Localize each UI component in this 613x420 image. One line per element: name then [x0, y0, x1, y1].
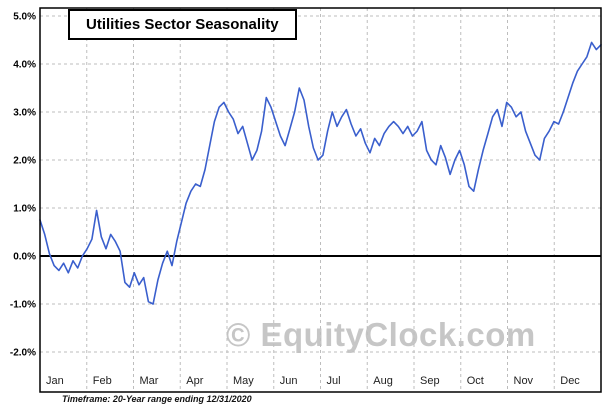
month-label: May: [233, 375, 254, 387]
chart-border: [39, 7, 602, 393]
month-label: Apr: [186, 375, 203, 387]
timeframe-note: Timeframe: 20-Year range ending 12/31/20…: [62, 394, 252, 404]
month-label: Sep: [420, 375, 440, 387]
month-label: Mar: [140, 375, 159, 387]
month-label: Jan: [46, 375, 64, 387]
month-label: Aug: [373, 375, 393, 387]
month-label: Dec: [560, 375, 580, 387]
y-tick-label: 5.0%: [13, 12, 36, 23]
seasonality-line: [39, 41, 602, 305]
y-tick-label: -1.0%: [10, 300, 36, 311]
month-label: Nov: [514, 375, 534, 387]
equityclock-watermark: © EquityClock.com: [226, 316, 536, 353]
y-tick-label: 2.0%: [13, 156, 36, 167]
chart-title: Utilities Sector Seasonality: [68, 9, 297, 40]
y-tick-label: 4.0%: [13, 60, 36, 71]
y-tick-label: 0.0%: [13, 252, 36, 263]
month-label: Jun: [280, 375, 298, 387]
y-axis-labels: 5.0% 4.0% 3.0% 2.0% 1.0% 0.0% -1.0% -2.0%: [10, 12, 36, 359]
y-tick-label: -2.0%: [10, 348, 36, 359]
month-label: Oct: [467, 375, 484, 387]
y-tick-label: 3.0%: [13, 108, 36, 119]
y-tick-label: 1.0%: [13, 204, 36, 215]
x-axis-labels: Jan Feb Mar Apr May Jun Jul Aug Sep Oct Nov Dec: [46, 375, 580, 387]
month-label: Jul: [327, 375, 341, 387]
gridlines: [40, 8, 601, 392]
month-label: Feb: [93, 375, 112, 387]
